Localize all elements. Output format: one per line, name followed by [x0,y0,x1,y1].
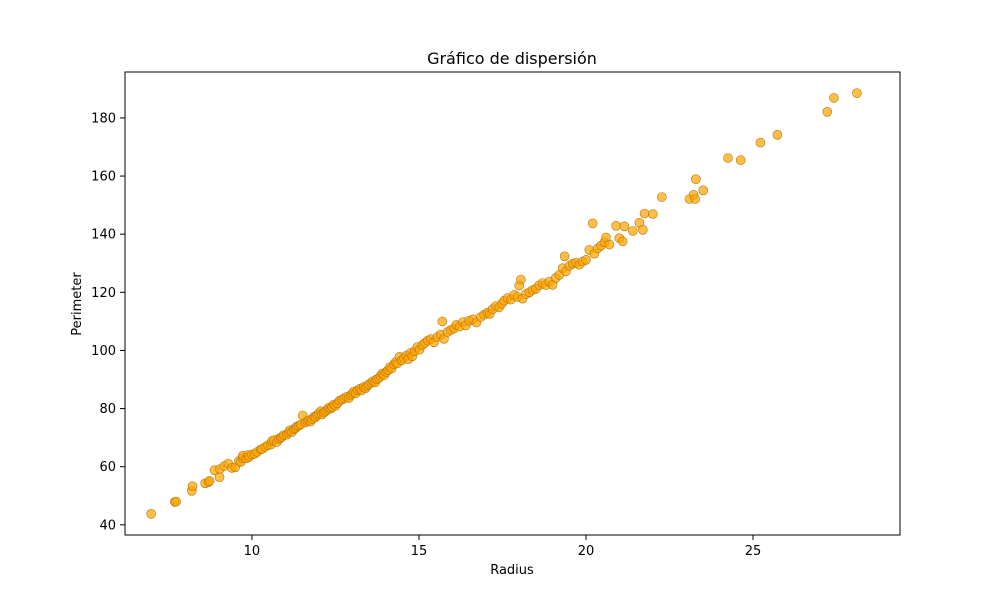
y-tick-label: 160 [91,170,116,185]
data-point [587,218,598,229]
data-point [755,137,766,148]
y-axis-title: Perimeter [70,272,85,336]
data-point [656,192,667,202]
y-tick-label: 140 [91,228,116,243]
x-axis-ticks: 10 15 20 25 [244,535,762,559]
data-point [852,88,862,98]
data-point [617,236,628,247]
chart-title: Gráfico de dispersión [427,49,597,68]
data-point [516,274,526,285]
data-point [187,481,198,492]
y-axis-ticks: 40 60 80 100 120 140 160 180 [91,111,125,533]
y-tick-label: 60 [99,460,116,475]
data-point [772,130,783,140]
data-point [639,208,650,219]
data-point [829,93,839,103]
data-point [214,472,225,483]
data-point [691,174,701,184]
data-point [437,316,448,327]
data-point [690,194,701,204]
y-tick-label: 40 [99,518,116,533]
x-tick-label: 10 [244,544,261,559]
data-point [619,221,630,232]
data-point [171,496,181,507]
data-point [581,254,591,265]
data-point [204,476,215,486]
y-tick-label: 80 [99,402,116,417]
x-tick-label: 15 [411,544,428,559]
data-point [637,225,648,235]
data-point [647,209,658,219]
data-point [698,185,709,196]
data-point [559,251,570,262]
data-point [611,221,621,231]
data-point [146,508,156,519]
plot-frame [124,71,901,536]
x-tick-label: 20 [578,544,595,559]
data-point [604,239,615,250]
x-axis-title: Radius [490,563,534,578]
data-points [146,88,862,519]
data-point [723,153,733,163]
y-tick-label: 180 [91,111,116,126]
y-tick-label: 100 [91,344,116,359]
data-point [822,107,833,117]
x-tick-label: 25 [745,544,762,559]
data-point [735,155,746,165]
data-point [627,226,638,236]
y-tick-label: 120 [91,286,116,301]
